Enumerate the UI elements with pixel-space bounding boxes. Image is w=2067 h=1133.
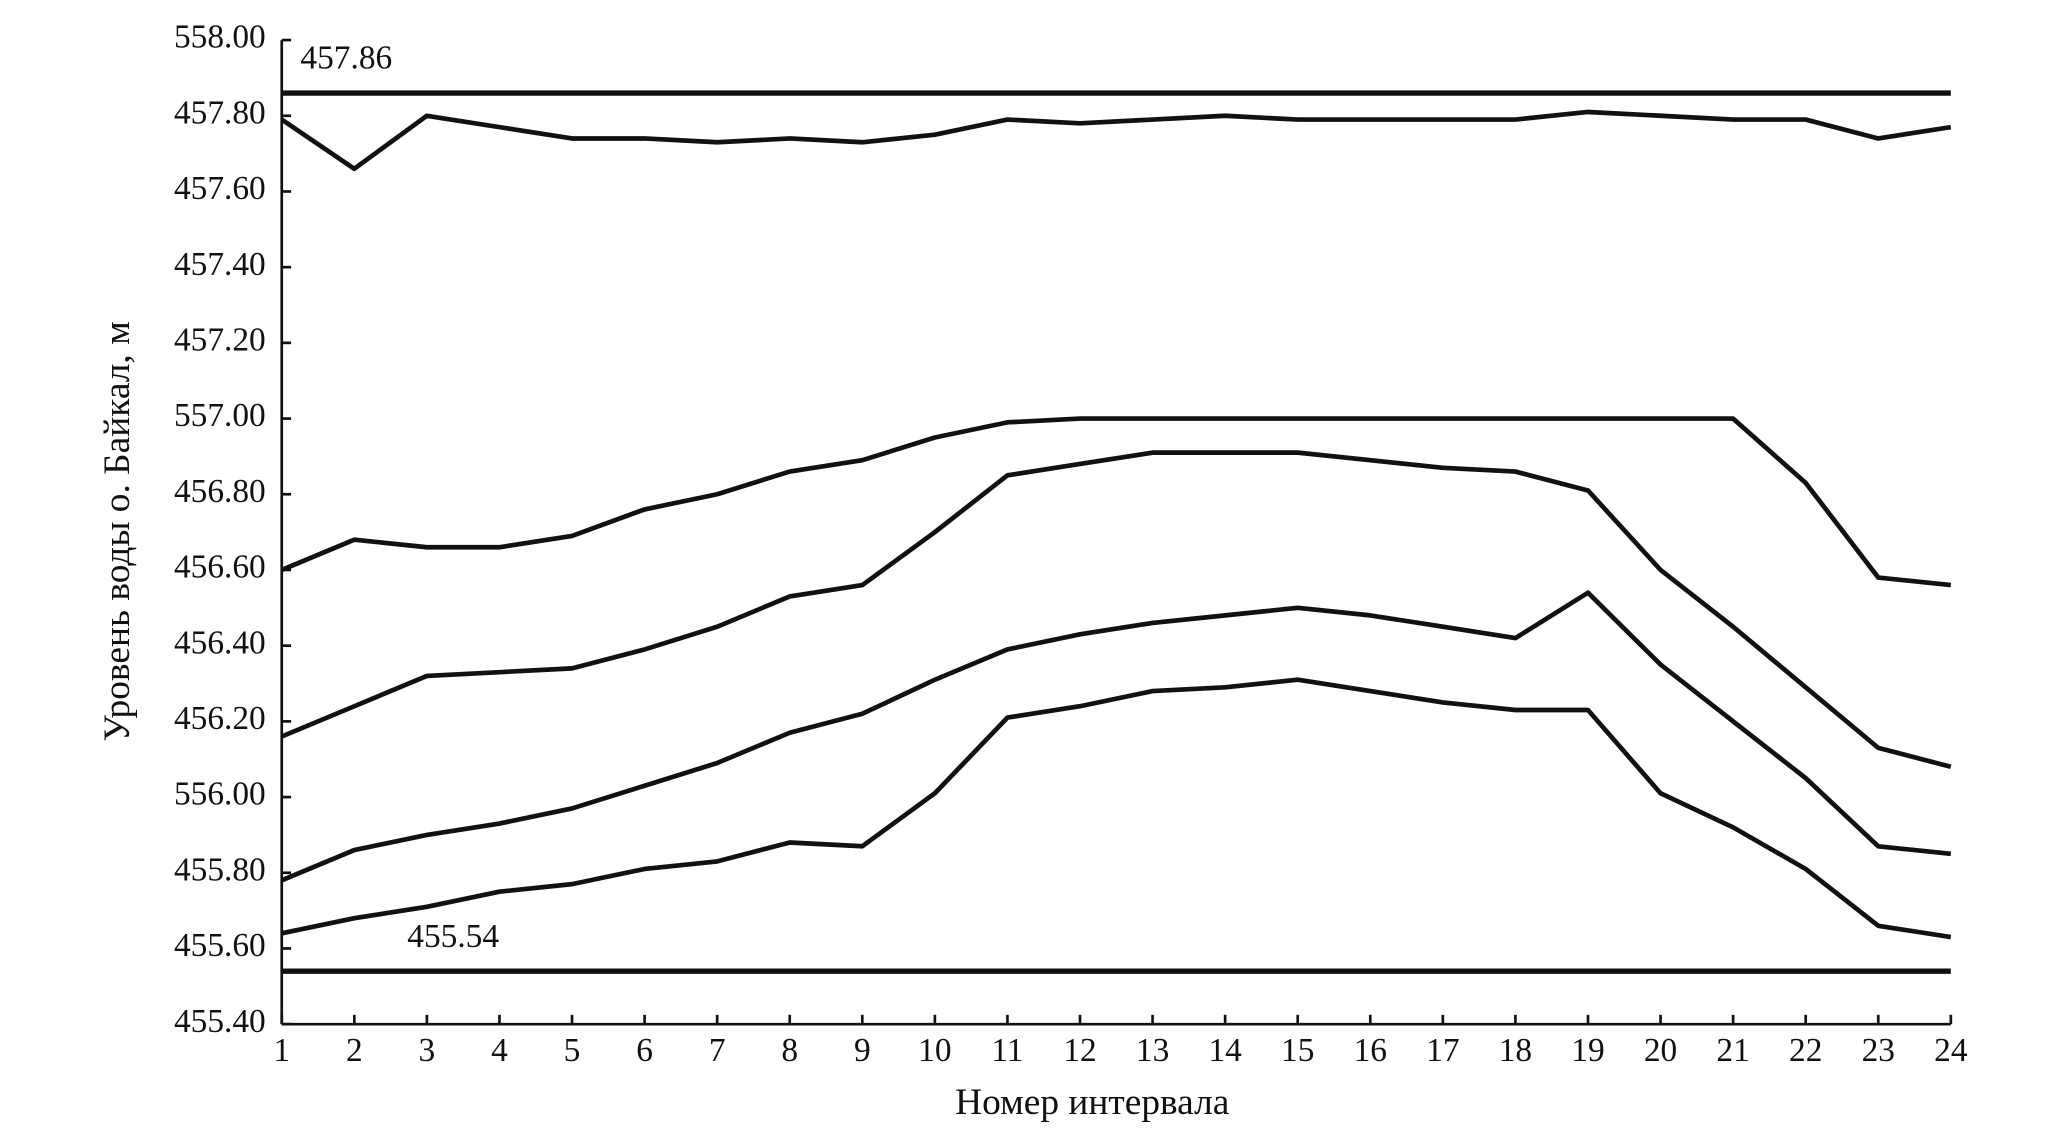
x-tick-label: 4 — [491, 1032, 508, 1069]
x-tick-label: 18 — [1499, 1032, 1532, 1069]
x-tick-label: 2 — [346, 1032, 363, 1069]
x-tick-label: 11 — [991, 1032, 1023, 1069]
y-tick-label: 556.00 — [174, 776, 266, 813]
series-line — [281, 677, 1952, 940]
y-tick-label: 457.80 — [174, 94, 266, 131]
x-tick-label: 5 — [564, 1032, 581, 1069]
x-tick-label: 7 — [709, 1032, 726, 1069]
x-tick-label: 16 — [1354, 1032, 1387, 1069]
y-tick-label: 455.40 — [174, 1003, 266, 1040]
reference-label: 455.54 — [407, 918, 499, 955]
y-tick-label: 457.20 — [174, 322, 266, 359]
x-tick-label: 3 — [419, 1032, 436, 1069]
x-tick-label: 21 — [1716, 1032, 1749, 1069]
x-tick-label: 15 — [1281, 1032, 1314, 1069]
series-line — [280, 590, 1952, 883]
x-tick-label: 8 — [781, 1032, 798, 1069]
y-tick-label: 457.40 — [174, 246, 266, 283]
y-tick-label: 456.20 — [174, 700, 266, 737]
y-tick-label: 558.00 — [174, 19, 266, 56]
y-tick-label: 455.60 — [174, 927, 266, 964]
x-tick-label: 14 — [1208, 1032, 1242, 1069]
series-line — [280, 416, 1952, 588]
x-tick-label: 10 — [918, 1032, 951, 1069]
x-axis-label: Номер интервала — [955, 1082, 1230, 1123]
x-tick-label: 6 — [636, 1032, 653, 1069]
y-tick-label: 455.80 — [174, 851, 266, 888]
x-tick-label: 9 — [854, 1032, 871, 1069]
x-tick-label: 13 — [1136, 1032, 1169, 1069]
x-tick-label: 19 — [1571, 1032, 1604, 1069]
series-line — [280, 450, 1952, 770]
y-tick-label: 456.60 — [174, 549, 266, 586]
y-tick-label: 457.60 — [174, 170, 266, 207]
x-tick-label: 12 — [1063, 1032, 1096, 1069]
x-tick-label: 23 — [1862, 1032, 1895, 1069]
x-tick-label: 20 — [1644, 1032, 1677, 1069]
reference-label: 457.86 — [300, 40, 392, 77]
x-tick-label: 17 — [1426, 1032, 1459, 1069]
series-line — [280, 109, 1952, 172]
y-axis-label: Уровень воды о. Байкал, м — [97, 321, 138, 741]
y-tick-label: 456.40 — [174, 624, 266, 661]
y-tick-label: 557.00 — [174, 397, 266, 434]
x-tick-label: 22 — [1789, 1032, 1822, 1069]
x-tick-label: 1 — [273, 1032, 290, 1069]
x-tick-label: 24 — [1934, 1032, 1968, 1069]
y-tick-label: 456.80 — [174, 473, 266, 510]
